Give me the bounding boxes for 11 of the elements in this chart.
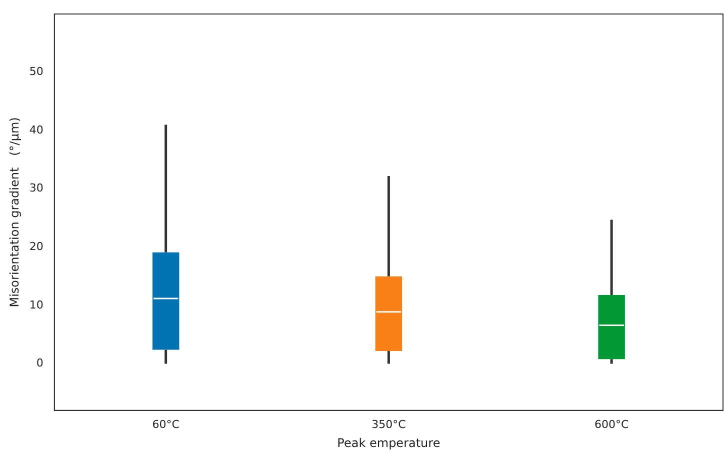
x-tick-label: 350°C [372, 418, 406, 431]
y-tick-label: 20 [29, 240, 44, 254]
x-tick-label: 600°C [594, 418, 629, 431]
y-axis-title: Misorientation gradient (°/μm) [7, 117, 22, 308]
y-tick-label: 0 [36, 356, 44, 370]
x-tick-label: 60°C [152, 418, 180, 431]
x-axis-title: Peak emperature [337, 436, 440, 450]
y-tick-label: 30 [29, 182, 44, 195]
y-tick-label: 50 [29, 65, 44, 78]
y-tick-label: 10 [29, 298, 44, 312]
y-tick-label: 40 [29, 123, 44, 136]
